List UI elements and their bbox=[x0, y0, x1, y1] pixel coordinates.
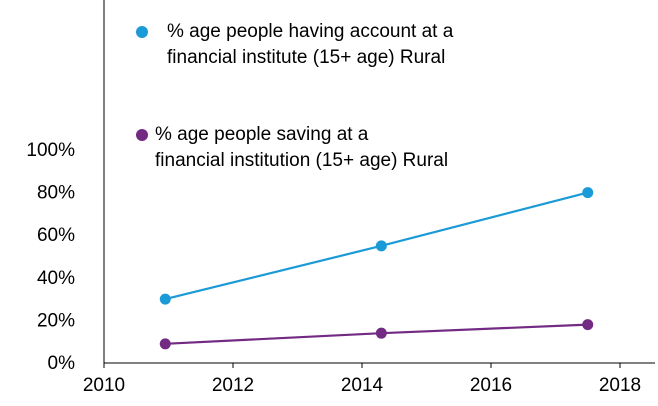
legend-text: % age people saving at a financial insti… bbox=[155, 124, 449, 171]
y-tick-label: 100% bbox=[26, 140, 75, 161]
y-tick-label: 60% bbox=[37, 225, 75, 246]
legend-marker bbox=[136, 26, 148, 38]
x-tick-label: 2016 bbox=[470, 375, 512, 396]
x-tick-label: 2012 bbox=[212, 375, 254, 396]
legend-label: % age people saving at a financial insti… bbox=[155, 122, 525, 174]
x-tick-label: 2010 bbox=[83, 375, 125, 396]
legend-label: % age people having account at a financi… bbox=[167, 21, 454, 68]
data-point bbox=[375, 240, 387, 252]
data-point bbox=[159, 338, 171, 350]
data-point bbox=[582, 319, 594, 331]
y-tick-label: 80% bbox=[37, 183, 75, 204]
spacer bbox=[385, 122, 525, 142]
legend-marker bbox=[136, 129, 148, 141]
y-tick-label: 0% bbox=[48, 353, 76, 374]
y-tick-label: 40% bbox=[37, 268, 75, 289]
x-tick-label: 2014 bbox=[341, 375, 384, 396]
data-point bbox=[375, 327, 387, 339]
data-point bbox=[582, 187, 594, 199]
x-tick-label: 2018 bbox=[599, 375, 641, 396]
y-tick-label: 20% bbox=[37, 310, 75, 331]
data-point bbox=[159, 293, 171, 305]
